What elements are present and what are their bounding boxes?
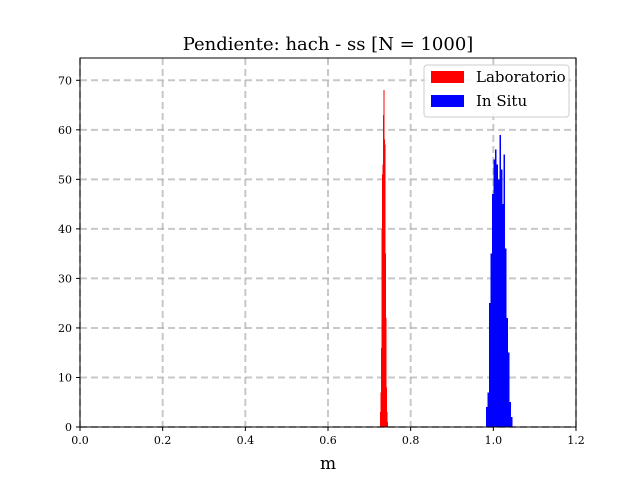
bar-in-situ	[491, 194, 494, 427]
legend-swatch-in-situ	[431, 95, 464, 107]
chart-title: Pendiente: hach - ss [N = 1000]	[183, 34, 474, 55]
y-tick-label: 20	[58, 322, 72, 335]
legend-label-in-situ: In Situ	[476, 92, 527, 110]
bar-in-situ	[502, 204, 504, 427]
y-tick-label: 0	[65, 421, 72, 434]
bar-in-situ	[508, 352, 510, 427]
bar-laboratorio	[382, 164, 384, 427]
y-tick-label: 60	[58, 124, 72, 137]
y-tick-label: 50	[58, 173, 72, 186]
bar-laboratorio	[385, 253, 387, 427]
y-tick-label: 70	[58, 74, 72, 87]
bar-laboratorio	[387, 422, 389, 427]
bar-in-situ	[499, 134, 501, 428]
bar-in-situ	[497, 179, 500, 427]
bar-laboratorio	[383, 90, 385, 427]
bar-in-situ	[488, 303, 491, 427]
bar-in-situ	[490, 253, 492, 427]
y-tick-label: 40	[58, 223, 72, 236]
legend-label-laboratorio: Laboratorio	[476, 68, 566, 86]
bar-in-situ	[500, 169, 503, 428]
x-tick-label: 0.2	[154, 434, 172, 447]
bar-in-situ	[506, 318, 509, 427]
bar-in-situ	[487, 392, 489, 427]
histogram-bars	[379, 90, 513, 428]
bar-in-situ	[485, 407, 488, 427]
bar-in-situ	[503, 154, 506, 427]
bar-in-situ	[505, 248, 507, 427]
bar-in-situ	[493, 159, 495, 427]
legend-swatch-laboratorio	[431, 71, 464, 83]
bar-laboratorio	[386, 387, 388, 427]
x-tick-label: 0.4	[237, 434, 255, 447]
legend: Laboratorio In Situ	[423, 64, 570, 118]
x-tick-label: 0.6	[319, 434, 337, 447]
axis-ticks: 0.0 0.2 0.4 0.6 0.8 1.0 1.2 0 10 20 30 40 50 60 70	[58, 74, 585, 447]
bar-laboratorio	[381, 228, 383, 427]
bar-laboratorio	[384, 139, 385, 427]
bar-laboratorio	[384, 144, 386, 427]
bar-laboratorio	[382, 174, 383, 427]
bar-in-situ	[494, 149, 497, 428]
x-axis-label: m	[320, 454, 336, 474]
bar-laboratorio	[379, 412, 381, 427]
bar-laboratorio	[380, 392, 382, 427]
bar-laboratorio	[380, 347, 382, 427]
bar-laboratorio	[386, 412, 388, 427]
bar-in-situ	[509, 402, 512, 427]
x-tick-label: 1.0	[485, 434, 503, 447]
x-tick-label: 1.2	[567, 434, 585, 447]
bar-laboratorio	[385, 318, 387, 427]
bar-laboratorio	[383, 114, 384, 428]
x-tick-label: 0.8	[402, 434, 420, 447]
bar-in-situ	[511, 417, 513, 427]
y-tick-label: 10	[58, 371, 72, 384]
y-tick-label: 30	[58, 272, 72, 285]
bar-in-situ	[496, 164, 498, 427]
x-tick-label: 0.0	[71, 434, 89, 447]
